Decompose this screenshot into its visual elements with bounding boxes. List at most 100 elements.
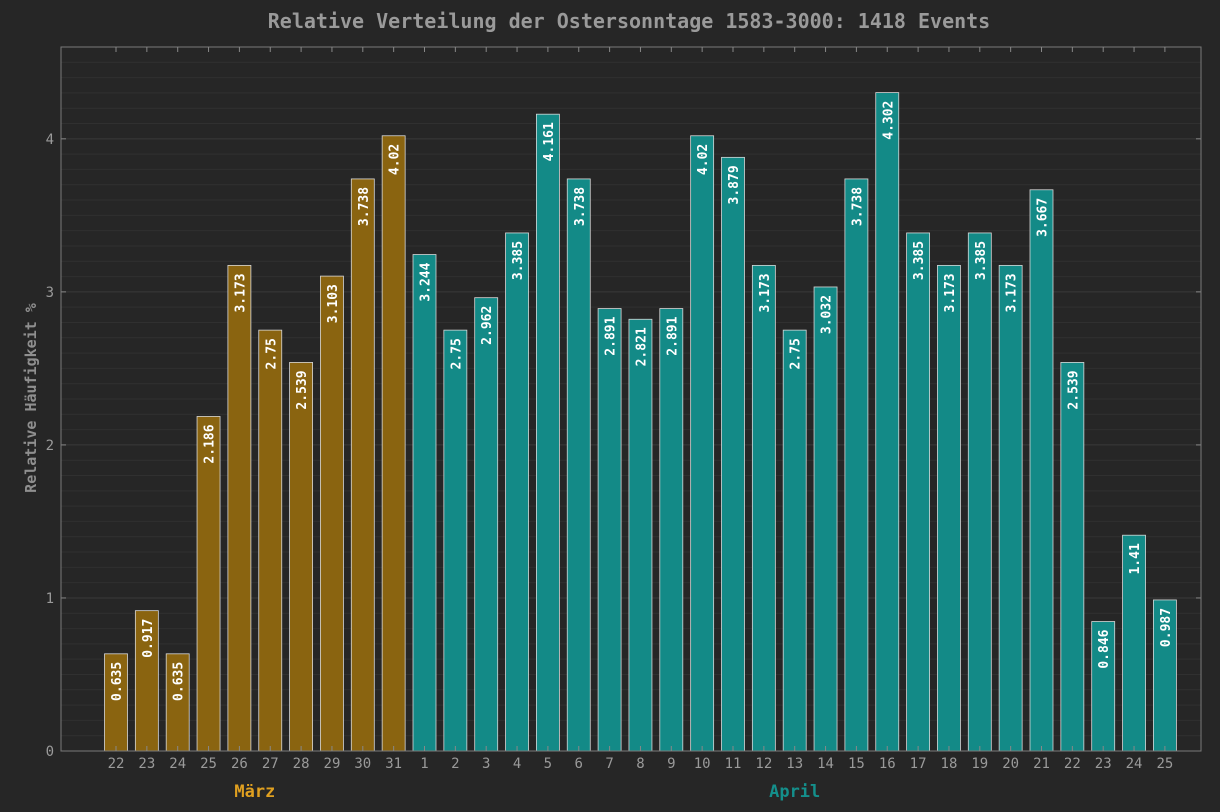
- bar: [350, 178, 375, 752]
- bar-value-label: 2.75: [789, 338, 804, 369]
- x-tick-label: 22: [108, 756, 125, 772]
- bar-value-label: 0.846: [1097, 629, 1112, 668]
- bar: [967, 232, 992, 752]
- x-tick-label: 21: [1033, 756, 1050, 772]
- y-tick-label: 3: [46, 285, 54, 301]
- x-tick-label: 10: [694, 756, 711, 772]
- x-tick-label: 28: [293, 756, 310, 772]
- bar: [659, 308, 684, 752]
- x-tick-label: 29: [324, 756, 341, 772]
- bar-value-label: 3.385: [511, 241, 526, 280]
- bar-value-label: 2.75: [449, 338, 464, 369]
- plot-frame: [60, 46, 1202, 752]
- bar-value-label: 2.186: [203, 424, 218, 463]
- x-tick-label: 25: [1156, 756, 1173, 772]
- bar-value-label: 2.821: [634, 327, 649, 366]
- bar-value-label: 3.879: [727, 165, 742, 204]
- x-tick-label: 25: [200, 756, 217, 772]
- bar-value-label: 2.539: [1066, 370, 1081, 409]
- bar: [875, 92, 900, 752]
- bar-value-label: 4.302: [881, 101, 896, 140]
- x-tick-label: 8: [636, 756, 644, 772]
- bar: [196, 416, 221, 752]
- y-tick-label: 0: [46, 744, 54, 760]
- bar: [258, 329, 283, 752]
- x-tick-label: 15: [848, 756, 865, 772]
- bar-value-label: 4.161: [542, 122, 557, 161]
- bar: [844, 178, 869, 752]
- bar: [566, 178, 591, 752]
- bar: [1060, 362, 1085, 752]
- bar: [751, 264, 776, 752]
- y-tick-label: 2: [46, 438, 54, 454]
- bar-value-label: 0.987: [1159, 608, 1174, 647]
- bar-value-label: 3.173: [943, 273, 958, 312]
- bar-value-label: 2.891: [604, 316, 619, 355]
- x-tick-label: 5: [544, 756, 552, 772]
- x-tick-label: 11: [725, 756, 742, 772]
- bar-value-label: 3.032: [820, 295, 835, 334]
- x-tick-label: 4: [513, 756, 521, 772]
- x-tick-label: 30: [354, 756, 371, 772]
- y-axis-label: Relative Häufigkeit %: [22, 303, 40, 493]
- bar-value-label: 2.539: [295, 370, 310, 409]
- bar-value-label: 3.173: [758, 273, 773, 312]
- x-tick-label: 19: [971, 756, 988, 772]
- x-tick-label: 20: [1002, 756, 1019, 772]
- bar-value-label: 3.173: [1005, 273, 1020, 312]
- x-tick-label: 16: [879, 756, 896, 772]
- bar-value-label: 0.917: [141, 619, 156, 658]
- bar: [474, 297, 499, 752]
- x-tick-label: 3: [482, 756, 490, 772]
- x-tick-label: 9: [667, 756, 675, 772]
- bar-value-label: 3.103: [326, 284, 341, 323]
- bar: [721, 156, 745, 752]
- x-tick-label: 23: [1095, 756, 1112, 772]
- x-tick-label: 26: [231, 756, 248, 772]
- x-tick-label: 31: [385, 756, 402, 772]
- bars: 0.635 0.917 0.635 2.186 3.173 2.75 2.539 3.103 3…: [104, 92, 1177, 752]
- month-label: März: [234, 782, 275, 802]
- bar-value-label: 4.02: [388, 144, 403, 175]
- bar: [628, 318, 653, 752]
- x-tick-label: 13: [786, 756, 803, 772]
- bar-value-label: 3.173: [233, 273, 248, 312]
- bar: [505, 232, 529, 752]
- bar: [813, 286, 838, 752]
- x-tick-label: 24: [169, 756, 186, 772]
- bar-value-label: 3.244: [419, 262, 434, 301]
- x-tick-label: 6: [575, 756, 583, 772]
- bar: [536, 113, 560, 752]
- bar-value-label: 2.962: [480, 306, 495, 345]
- x-tick-label: 14: [817, 756, 834, 772]
- bar-value-label: 1.41: [1128, 543, 1143, 574]
- chart-title: Relative Verteilung der Ostersonntage 15…: [268, 9, 990, 33]
- bar-value-label: 3.385: [974, 241, 989, 280]
- x-tick-label: 2: [451, 756, 459, 772]
- x-tick-label: 1: [420, 756, 428, 772]
- bar-value-label: 3.738: [850, 187, 865, 226]
- bar-value-label: 0.635: [172, 662, 187, 701]
- bar: [320, 275, 344, 752]
- bar-value-label: 3.738: [357, 187, 372, 226]
- y-tick-label: 1: [46, 591, 54, 607]
- bar-value-label: 2.891: [665, 316, 680, 355]
- x-tick-label: 17: [910, 756, 927, 772]
- x-tick-label: 18: [941, 756, 958, 772]
- bar: [906, 232, 930, 752]
- bar: [1029, 189, 1054, 752]
- x-tick-label: 7: [605, 756, 613, 772]
- bar-value-label: 2.75: [264, 338, 279, 369]
- bar-value-label: 4.02: [696, 144, 711, 175]
- bar: [998, 264, 1023, 752]
- bar: [782, 329, 807, 752]
- bar: [381, 135, 406, 752]
- bar: [412, 254, 437, 752]
- x-tick-label: 23: [138, 756, 155, 772]
- x-tick-label: 24: [1126, 756, 1143, 772]
- bar: [227, 264, 252, 752]
- bar: [597, 308, 622, 752]
